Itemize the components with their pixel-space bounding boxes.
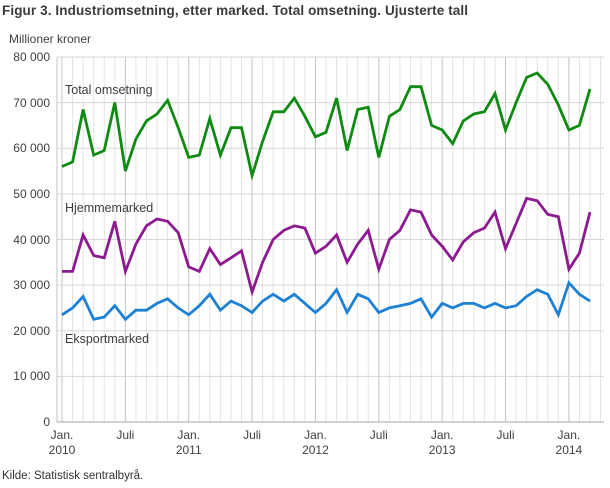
y-tick-label: 50 000 xyxy=(13,186,50,201)
series-label-total-omsetning: Total omsetning xyxy=(65,83,153,97)
x-tick-label: Juli xyxy=(369,428,388,442)
x-tick-label: Jan. 2014 xyxy=(555,428,583,457)
y-tick-label: 80 000 xyxy=(13,50,50,64)
x-tick-label: Juli xyxy=(116,428,135,442)
x-tick-label: Jan. 2011 xyxy=(175,428,202,457)
x-tick-label: Juli xyxy=(496,428,515,442)
series-label-hjemmemarked: Hjemmemarked xyxy=(65,201,154,215)
y-tick-label: 30 000 xyxy=(13,278,50,293)
y-axis-unit-label: Millioner kroner xyxy=(9,32,92,46)
y-tick-label: 20 000 xyxy=(13,323,50,338)
y-tick-label: 0 xyxy=(43,415,50,429)
eksportmarked-line xyxy=(61,280,591,322)
figure-title: Figur 3. Industriomsetning, etter marked… xyxy=(2,3,469,18)
x-tick-label: Jan. 2012 xyxy=(302,428,329,457)
x-tick-label: Jan. 2010 xyxy=(48,428,76,457)
y-tick-label: 60 000 xyxy=(13,141,50,156)
series-label-eksportmarked: Eksportmarked xyxy=(65,332,150,346)
x-tick-label: Jan. 2013 xyxy=(428,428,456,457)
y-tick-label: 40 000 xyxy=(13,232,50,247)
source-caption: Kilde: Statistisk sentralbyrå. xyxy=(2,470,144,482)
total-omsetning-line xyxy=(61,71,592,182)
x-tick-label: Juli xyxy=(243,428,262,442)
y-tick-label: 70 000 xyxy=(13,95,50,110)
hjemmemarked-line xyxy=(62,196,592,297)
y-tick-label: 10 000 xyxy=(13,369,50,384)
